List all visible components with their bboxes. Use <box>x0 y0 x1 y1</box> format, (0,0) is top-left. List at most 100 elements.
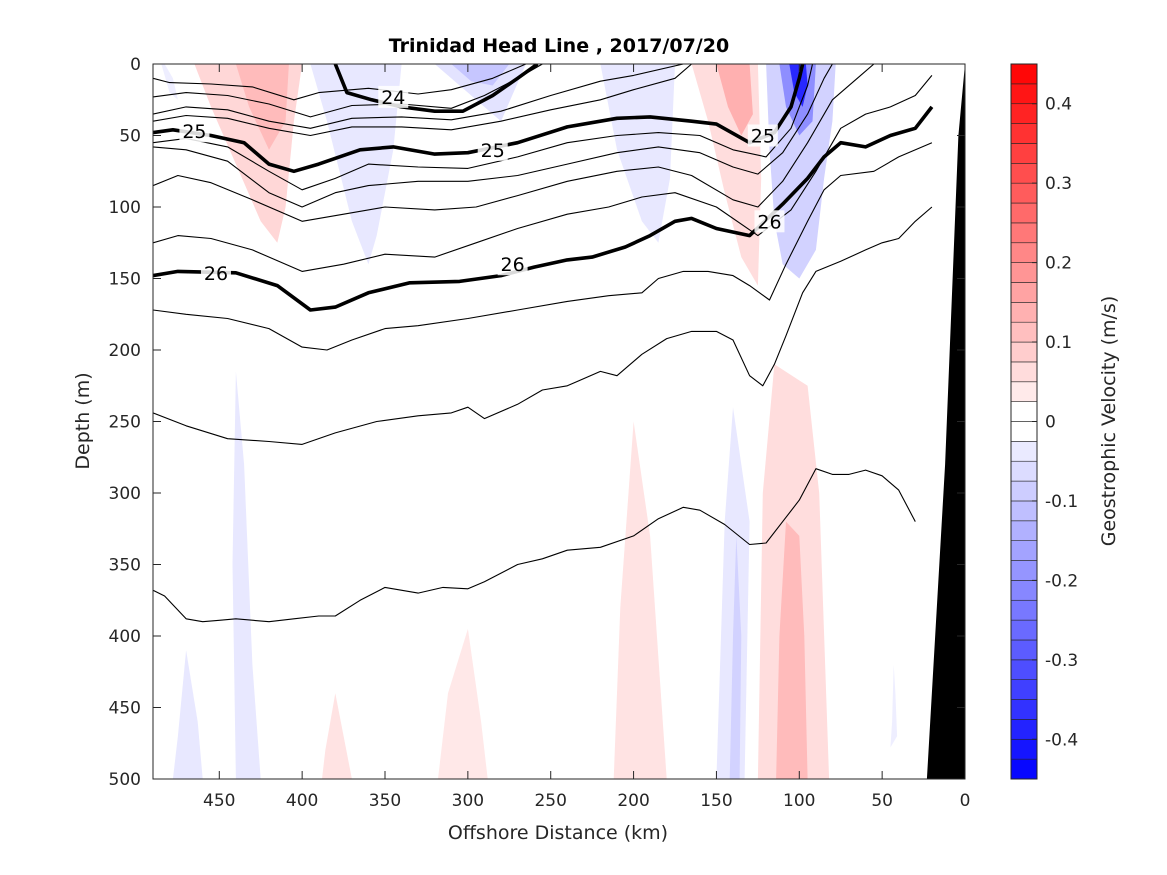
colorbar-segment <box>1010 719 1038 740</box>
contour-line <box>153 64 527 101</box>
velocity-patch <box>600 64 675 243</box>
colorbar-segment <box>1010 341 1038 363</box>
colorbar-segment <box>1010 123 1038 144</box>
contour-line <box>153 64 692 137</box>
colorbar-tick-label: 0.1 <box>1045 333 1072 353</box>
x-tick-label: 50 <box>871 791 893 811</box>
colorbar-segment <box>1010 460 1038 482</box>
colorbar-segment <box>1010 421 1038 442</box>
contour-labels: 24 25 25 25 26 26 26 <box>179 85 785 285</box>
colorbar-segment <box>1010 699 1038 720</box>
colorbar-segment <box>1010 182 1038 204</box>
colorbar-segment <box>1010 83 1038 105</box>
contour-line <box>153 206 933 445</box>
colorbar-segment <box>1010 381 1038 402</box>
x-tick-label: 400 <box>286 791 318 811</box>
x-tick-label: 100 <box>783 791 815 811</box>
contour-label: 26 <box>757 211 781 233</box>
colorbar-segment <box>1010 679 1038 700</box>
contour-label: 24 <box>381 87 405 109</box>
velocity-patch <box>434 64 526 122</box>
colorbar-segment <box>1010 480 1038 502</box>
velocity-patch <box>438 628 488 779</box>
x-tick-label: 350 <box>369 791 401 811</box>
velocity-patch <box>232 371 261 779</box>
x-tick-label: 150 <box>700 791 732 811</box>
y-tick-label: 400 <box>109 627 141 647</box>
contour-line <box>153 64 875 222</box>
y-tick-label: 150 <box>109 270 141 290</box>
contour-label-bg <box>378 85 409 108</box>
colorbar-segment <box>1010 103 1038 124</box>
colorbar-segment <box>1010 500 1038 522</box>
colorbar-segment <box>1010 540 1038 561</box>
colorbar-tick-label: 0.2 <box>1045 254 1072 274</box>
velocity-patch <box>172 650 203 779</box>
y-tick-label: 350 <box>109 556 141 576</box>
density-contours <box>153 64 934 623</box>
colorbar-segment <box>1010 599 1038 621</box>
axes: 450 400 350 300 250 200 150 100 50 00501001502002… <box>109 55 971 811</box>
contour-line <box>153 64 814 191</box>
colorbar-segment <box>1010 302 1038 323</box>
y-tick-label: 300 <box>109 484 141 504</box>
contour-label: 26 <box>204 263 228 285</box>
chart-title: Trinidad Head Line , 2017/07/20 <box>389 35 729 57</box>
y-axis-label: Depth (m) <box>72 372 94 469</box>
contour-line <box>153 468 916 623</box>
contour-line <box>153 64 684 129</box>
colorbar-segment <box>1010 222 1038 244</box>
colorbar-segment <box>1010 361 1038 383</box>
x-tick-label: 450 <box>203 791 235 811</box>
colorbar-segment <box>1010 401 1038 422</box>
y-tick-label: 0 <box>130 55 141 75</box>
colorbar-tick-label: 0.4 <box>1045 95 1072 115</box>
x-axis-label: Offshore Distance (km) <box>448 822 668 844</box>
velocity-patch <box>322 693 352 779</box>
contour-line <box>153 64 543 118</box>
colorbar-segment <box>1010 639 1038 661</box>
y-tick-label: 450 <box>109 699 141 719</box>
x-tick-label: 0 <box>960 791 971 811</box>
contour-label-bg <box>200 261 231 284</box>
colorbar-tick-label: 0.3 <box>1045 174 1072 194</box>
velocity-patch <box>613 421 667 779</box>
colorbar: 0.4 0.3 0.2 0.1 0 -0.1 -0.2 -0.3 -0.4 <box>1010 63 1078 780</box>
x-tick-label: 300 <box>452 791 484 811</box>
colorbar-tick-label: -0.2 <box>1045 571 1078 591</box>
contour-label: 26 <box>501 254 525 276</box>
colorbar-segment <box>1010 262 1038 283</box>
velocity-patch <box>776 521 808 779</box>
colorbar-tick-label: -0.3 <box>1045 651 1078 671</box>
bathymetry-fill <box>926 64 965 779</box>
colorbar-segment <box>1010 560 1038 581</box>
contour-label-bg <box>754 210 785 233</box>
contour-label: 25 <box>481 140 505 162</box>
contour-label-bg <box>747 124 778 147</box>
bathymetry <box>926 64 965 779</box>
velocity-patch <box>729 535 742 779</box>
x-tick-label: 250 <box>534 791 566 811</box>
velocity-patch <box>716 64 753 136</box>
colorbar-segment <box>1010 520 1038 541</box>
y-tick-label: 500 <box>109 770 141 790</box>
contour-line <box>333 64 539 113</box>
velocity-field <box>161 64 898 779</box>
velocity-patch <box>890 664 898 748</box>
colorbar-segment <box>1010 659 1038 680</box>
colorbar-segment <box>1010 619 1038 641</box>
y-tick-label: 100 <box>109 198 141 218</box>
velocity-patch <box>451 64 510 86</box>
contour-line <box>153 75 933 272</box>
contour-line <box>153 142 933 351</box>
velocity-patch <box>235 64 289 150</box>
colorbar-segment <box>1010 242 1038 263</box>
y-tick-label: 250 <box>109 413 141 433</box>
colorbar-tick-label: -0.1 <box>1045 492 1078 512</box>
colorbar-segment <box>1010 321 1038 343</box>
colorbar-segment <box>1010 758 1038 780</box>
colorbar-segment <box>1010 441 1038 462</box>
colorbar-label: Geostrophic Velocity (m/s) <box>1098 296 1120 546</box>
contour-line <box>153 105 934 312</box>
